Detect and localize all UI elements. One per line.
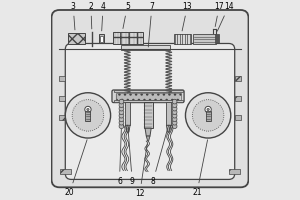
Circle shape xyxy=(119,113,124,118)
Bar xyxy=(215,34,219,43)
Circle shape xyxy=(185,93,231,138)
Polygon shape xyxy=(126,125,130,132)
Text: 13: 13 xyxy=(182,2,192,31)
Bar xyxy=(166,102,171,125)
Circle shape xyxy=(119,124,124,129)
Circle shape xyxy=(172,110,177,115)
Bar xyxy=(193,34,216,44)
Polygon shape xyxy=(167,125,171,132)
Text: 5: 5 xyxy=(123,2,130,29)
Bar xyxy=(236,96,241,101)
Polygon shape xyxy=(146,136,150,141)
FancyBboxPatch shape xyxy=(52,10,248,187)
Circle shape xyxy=(65,93,111,138)
Polygon shape xyxy=(145,128,151,136)
Circle shape xyxy=(172,120,177,125)
Bar xyxy=(236,76,241,81)
Text: 7: 7 xyxy=(148,2,154,47)
Circle shape xyxy=(172,113,177,118)
Circle shape xyxy=(119,106,124,111)
Bar xyxy=(122,45,170,50)
Bar xyxy=(100,36,103,42)
Bar xyxy=(59,76,64,81)
Circle shape xyxy=(172,103,177,107)
Bar xyxy=(59,96,64,101)
Circle shape xyxy=(85,106,91,113)
Circle shape xyxy=(192,100,224,131)
Text: 21: 21 xyxy=(192,140,208,197)
Circle shape xyxy=(87,108,89,111)
Bar xyxy=(99,34,104,43)
Circle shape xyxy=(119,103,124,107)
Bar xyxy=(114,100,182,102)
FancyBboxPatch shape xyxy=(112,90,184,103)
Circle shape xyxy=(119,99,124,104)
Circle shape xyxy=(172,124,177,129)
Bar xyxy=(85,111,90,121)
Bar xyxy=(60,169,70,174)
Bar xyxy=(68,33,85,44)
Bar xyxy=(206,111,211,121)
Bar xyxy=(59,115,64,120)
Bar xyxy=(174,34,191,44)
Circle shape xyxy=(119,117,124,122)
Text: 12: 12 xyxy=(135,144,147,198)
Circle shape xyxy=(119,110,124,115)
Circle shape xyxy=(207,108,209,111)
Bar xyxy=(116,93,181,100)
Bar xyxy=(236,115,241,120)
Text: 17: 17 xyxy=(214,2,224,27)
Text: 20: 20 xyxy=(65,140,87,197)
Circle shape xyxy=(172,99,177,104)
Text: 6: 6 xyxy=(117,129,122,186)
Text: 14: 14 xyxy=(217,2,234,31)
Text: 8: 8 xyxy=(151,128,168,186)
Circle shape xyxy=(119,120,124,125)
Circle shape xyxy=(172,117,177,122)
Bar xyxy=(144,102,153,128)
Circle shape xyxy=(172,106,177,111)
FancyBboxPatch shape xyxy=(65,43,235,179)
Text: 3: 3 xyxy=(71,2,76,30)
Bar xyxy=(114,90,182,92)
Bar xyxy=(125,102,130,125)
Text: 4: 4 xyxy=(101,2,106,31)
Bar xyxy=(112,32,143,44)
Circle shape xyxy=(205,106,211,113)
Text: 9: 9 xyxy=(128,128,135,186)
Circle shape xyxy=(72,100,104,131)
Text: 2: 2 xyxy=(88,2,93,29)
Bar xyxy=(230,169,240,174)
